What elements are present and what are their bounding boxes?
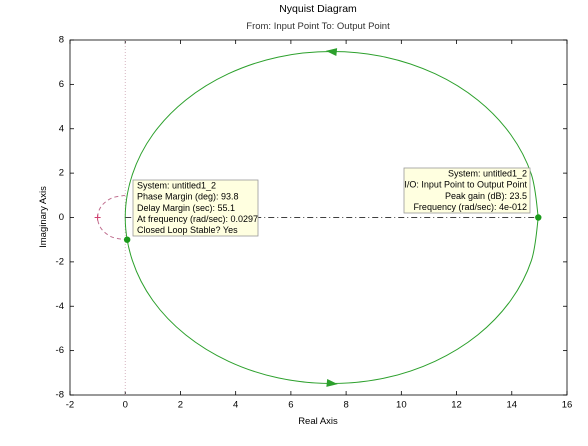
x-tick-label: 10 <box>396 400 407 411</box>
datatip-text: I/O: Input Point to Output Point <box>404 180 527 190</box>
datatip-box <box>132 179 259 237</box>
y-tick-label: 4 <box>59 123 64 134</box>
datatip-text: Frequency (rad/sec): 4e-012 <box>413 202 527 212</box>
y-tick-label: 2 <box>59 168 64 179</box>
nyquist-curve <box>124 51 539 384</box>
datatip-text: Peak gain (dB): 23.5 <box>445 191 527 201</box>
y-tick-label: 8 <box>59 35 64 46</box>
x-tick-label: 6 <box>288 400 293 411</box>
datatip-text: Delay Margin (sec): 55.1 <box>137 203 235 213</box>
x-tick-label: 16 <box>562 400 573 411</box>
x-tick-label: 14 <box>506 400 517 411</box>
chart-subtitle: From: Input Point To: Output Point <box>246 21 390 32</box>
direction-arrow <box>326 378 338 387</box>
y-tick-label: -6 <box>56 345 64 356</box>
x-tick-label: 2 <box>178 400 183 411</box>
datatip-box <box>403 167 531 214</box>
critical-point <box>94 214 101 221</box>
datatip-text: System: untitled1_2 <box>137 180 216 190</box>
datatip-text: Closed Loop Stable? Yes <box>137 225 238 235</box>
nyquist-curve <box>97 194 126 241</box>
y-tick-label: 6 <box>59 79 64 90</box>
x-tick-label: 8 <box>343 400 348 411</box>
y-tick-label: -2 <box>56 256 64 267</box>
chart-title: Nyquist Diagram <box>279 3 357 15</box>
y-tick-label: 0 <box>59 212 64 223</box>
direction-arrow <box>325 48 338 57</box>
x-axis-label: Real Axis <box>298 416 338 427</box>
datatip-marker <box>123 236 131 243</box>
datatip-text: At frequency (rad/sec): 0.0297 <box>137 214 258 224</box>
x-tick-label: 4 <box>233 400 238 411</box>
x-tick-label: 12 <box>451 400 462 411</box>
x-tick-label: -2 <box>66 400 74 411</box>
y-tick-label: -8 <box>56 390 64 401</box>
datatip-text: Phase Margin (deg): 93.8 <box>137 192 239 202</box>
x-tick-label: 0 <box>123 400 128 411</box>
datatip-text: System: untitled1_2 <box>448 168 527 178</box>
datatip-marker <box>535 214 542 221</box>
y-axis-label: Imaginary Axis <box>38 186 49 248</box>
y-tick-label: -4 <box>56 301 64 312</box>
